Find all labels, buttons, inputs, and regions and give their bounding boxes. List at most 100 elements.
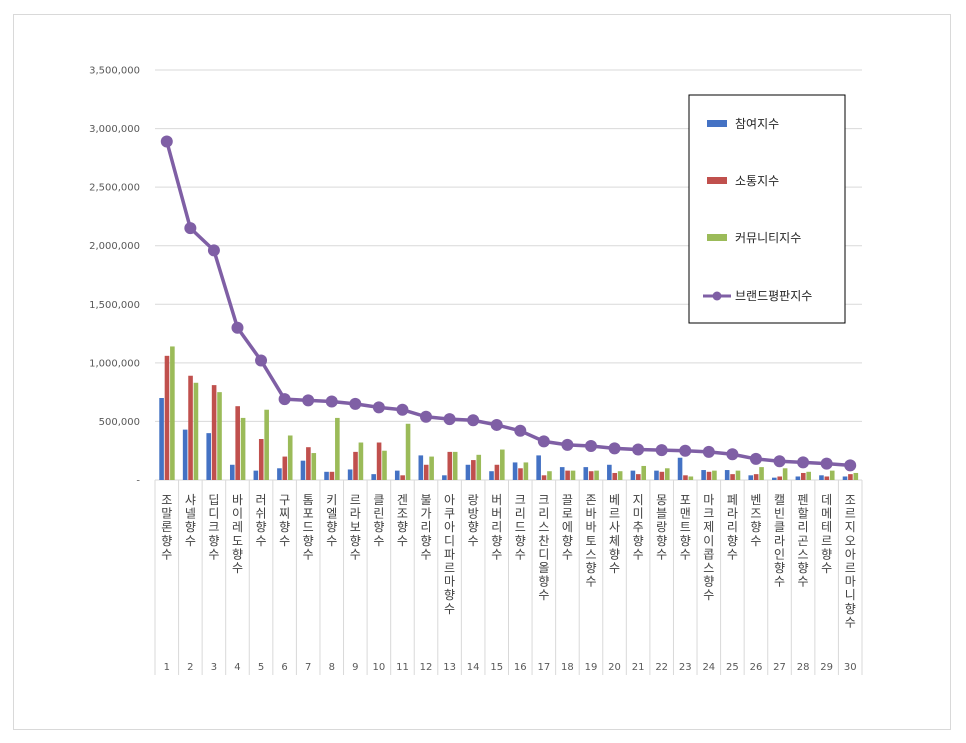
bar-소통지수 [211,385,217,480]
line-point [278,393,291,406]
bar-소통지수 [447,451,453,480]
category-index: 8 [329,662,335,673]
bar-커뮤니티지수 [759,467,764,480]
bar-소통지수 [800,472,806,480]
bar-소통지수 [518,468,523,480]
category-index: 25 [726,662,739,673]
bar-참여지수 [300,460,306,480]
category-index: 16 [514,662,527,673]
bar-소통지수 [588,471,594,480]
bar-소통지수 [683,475,688,480]
bar-커뮤니티지수 [405,423,411,480]
line-point [184,222,197,235]
bar-커뮤니티지수 [664,468,670,480]
legend-label: 커뮤니티지수 [735,231,801,245]
line-point [655,444,668,457]
category-index: 28 [797,662,810,673]
bar-소통지수 [423,464,429,480]
bar-커뮤니티지수 [287,435,293,480]
bar-참여지수 [159,398,164,480]
line-point [231,321,244,334]
bar-참여지수 [536,455,541,480]
bar-참여지수 [324,471,329,480]
line-point [443,413,456,426]
bar-커뮤니티지수 [358,442,364,480]
bar-참여지수 [489,471,494,480]
legend-label: 참여지수 [735,117,779,131]
bar-소통지수 [541,475,547,480]
bar-소통지수 [636,474,641,480]
bar-참여지수 [724,470,730,480]
legend-swatch [707,177,727,184]
bar-참여지수 [607,464,612,480]
line-point [396,403,409,416]
bar-커뮤니티지수 [335,417,340,480]
category-index: 26 [750,662,763,673]
bar-커뮤니티지수 [193,382,199,480]
bar-소통지수 [235,406,240,480]
category-index: 4 [234,662,240,673]
line-point [420,410,433,423]
bar-참여지수 [347,469,353,480]
category-index: 11 [396,662,409,673]
bar-커뮤니티지수 [829,470,835,480]
line-point [325,395,338,408]
line-point [726,448,739,461]
bar-참여지수 [371,474,376,480]
bar-커뮤니티지수 [782,468,788,480]
bar-참여지수 [583,467,589,480]
bar-커뮤니티지수 [170,346,175,480]
y-tick-label: 1,500,000 [89,300,140,311]
category-index: 18 [561,662,574,673]
bar-참여지수 [559,467,565,480]
bar-소통지수 [494,464,500,480]
bar-소통지수 [706,471,712,480]
bar-소통지수 [376,442,382,480]
category-index: 15 [490,662,503,673]
legend-marker [712,291,722,301]
line-point [632,443,645,456]
category-index: 22 [655,662,668,673]
bar-커뮤니티지수 [500,449,505,480]
bar-참여지수 [677,457,683,480]
bar-소통지수 [753,474,759,480]
bar-소통지수 [471,460,476,480]
category-index: 13 [443,662,456,673]
y-tick-label: 2,000,000 [89,241,140,252]
bar-커뮤니티지수 [429,456,434,480]
bar-커뮤니티지수 [547,471,552,480]
bar-소통지수 [777,476,783,480]
bar-참여지수 [654,470,659,480]
bar-참여지수 [442,475,447,480]
bar-커뮤니티지수 [712,470,717,480]
bar-커뮤니티지수 [641,465,647,480]
bar-소통지수 [282,456,288,480]
y-tick-label: 3,500,000 [89,66,140,77]
line-point [372,401,385,414]
category-index: 7 [305,662,311,673]
bar-커뮤니티지수 [806,471,811,480]
line-point [561,438,574,451]
category-index: 2 [187,662,193,673]
category-index: 27 [773,662,786,673]
bar-참여지수 [842,476,848,480]
line-point [797,456,810,469]
bar-커뮤니티지수 [853,472,859,480]
bar-커뮤니티지수 [264,409,269,480]
bar-소통지수 [188,375,193,480]
bar-소통지수 [306,447,311,480]
